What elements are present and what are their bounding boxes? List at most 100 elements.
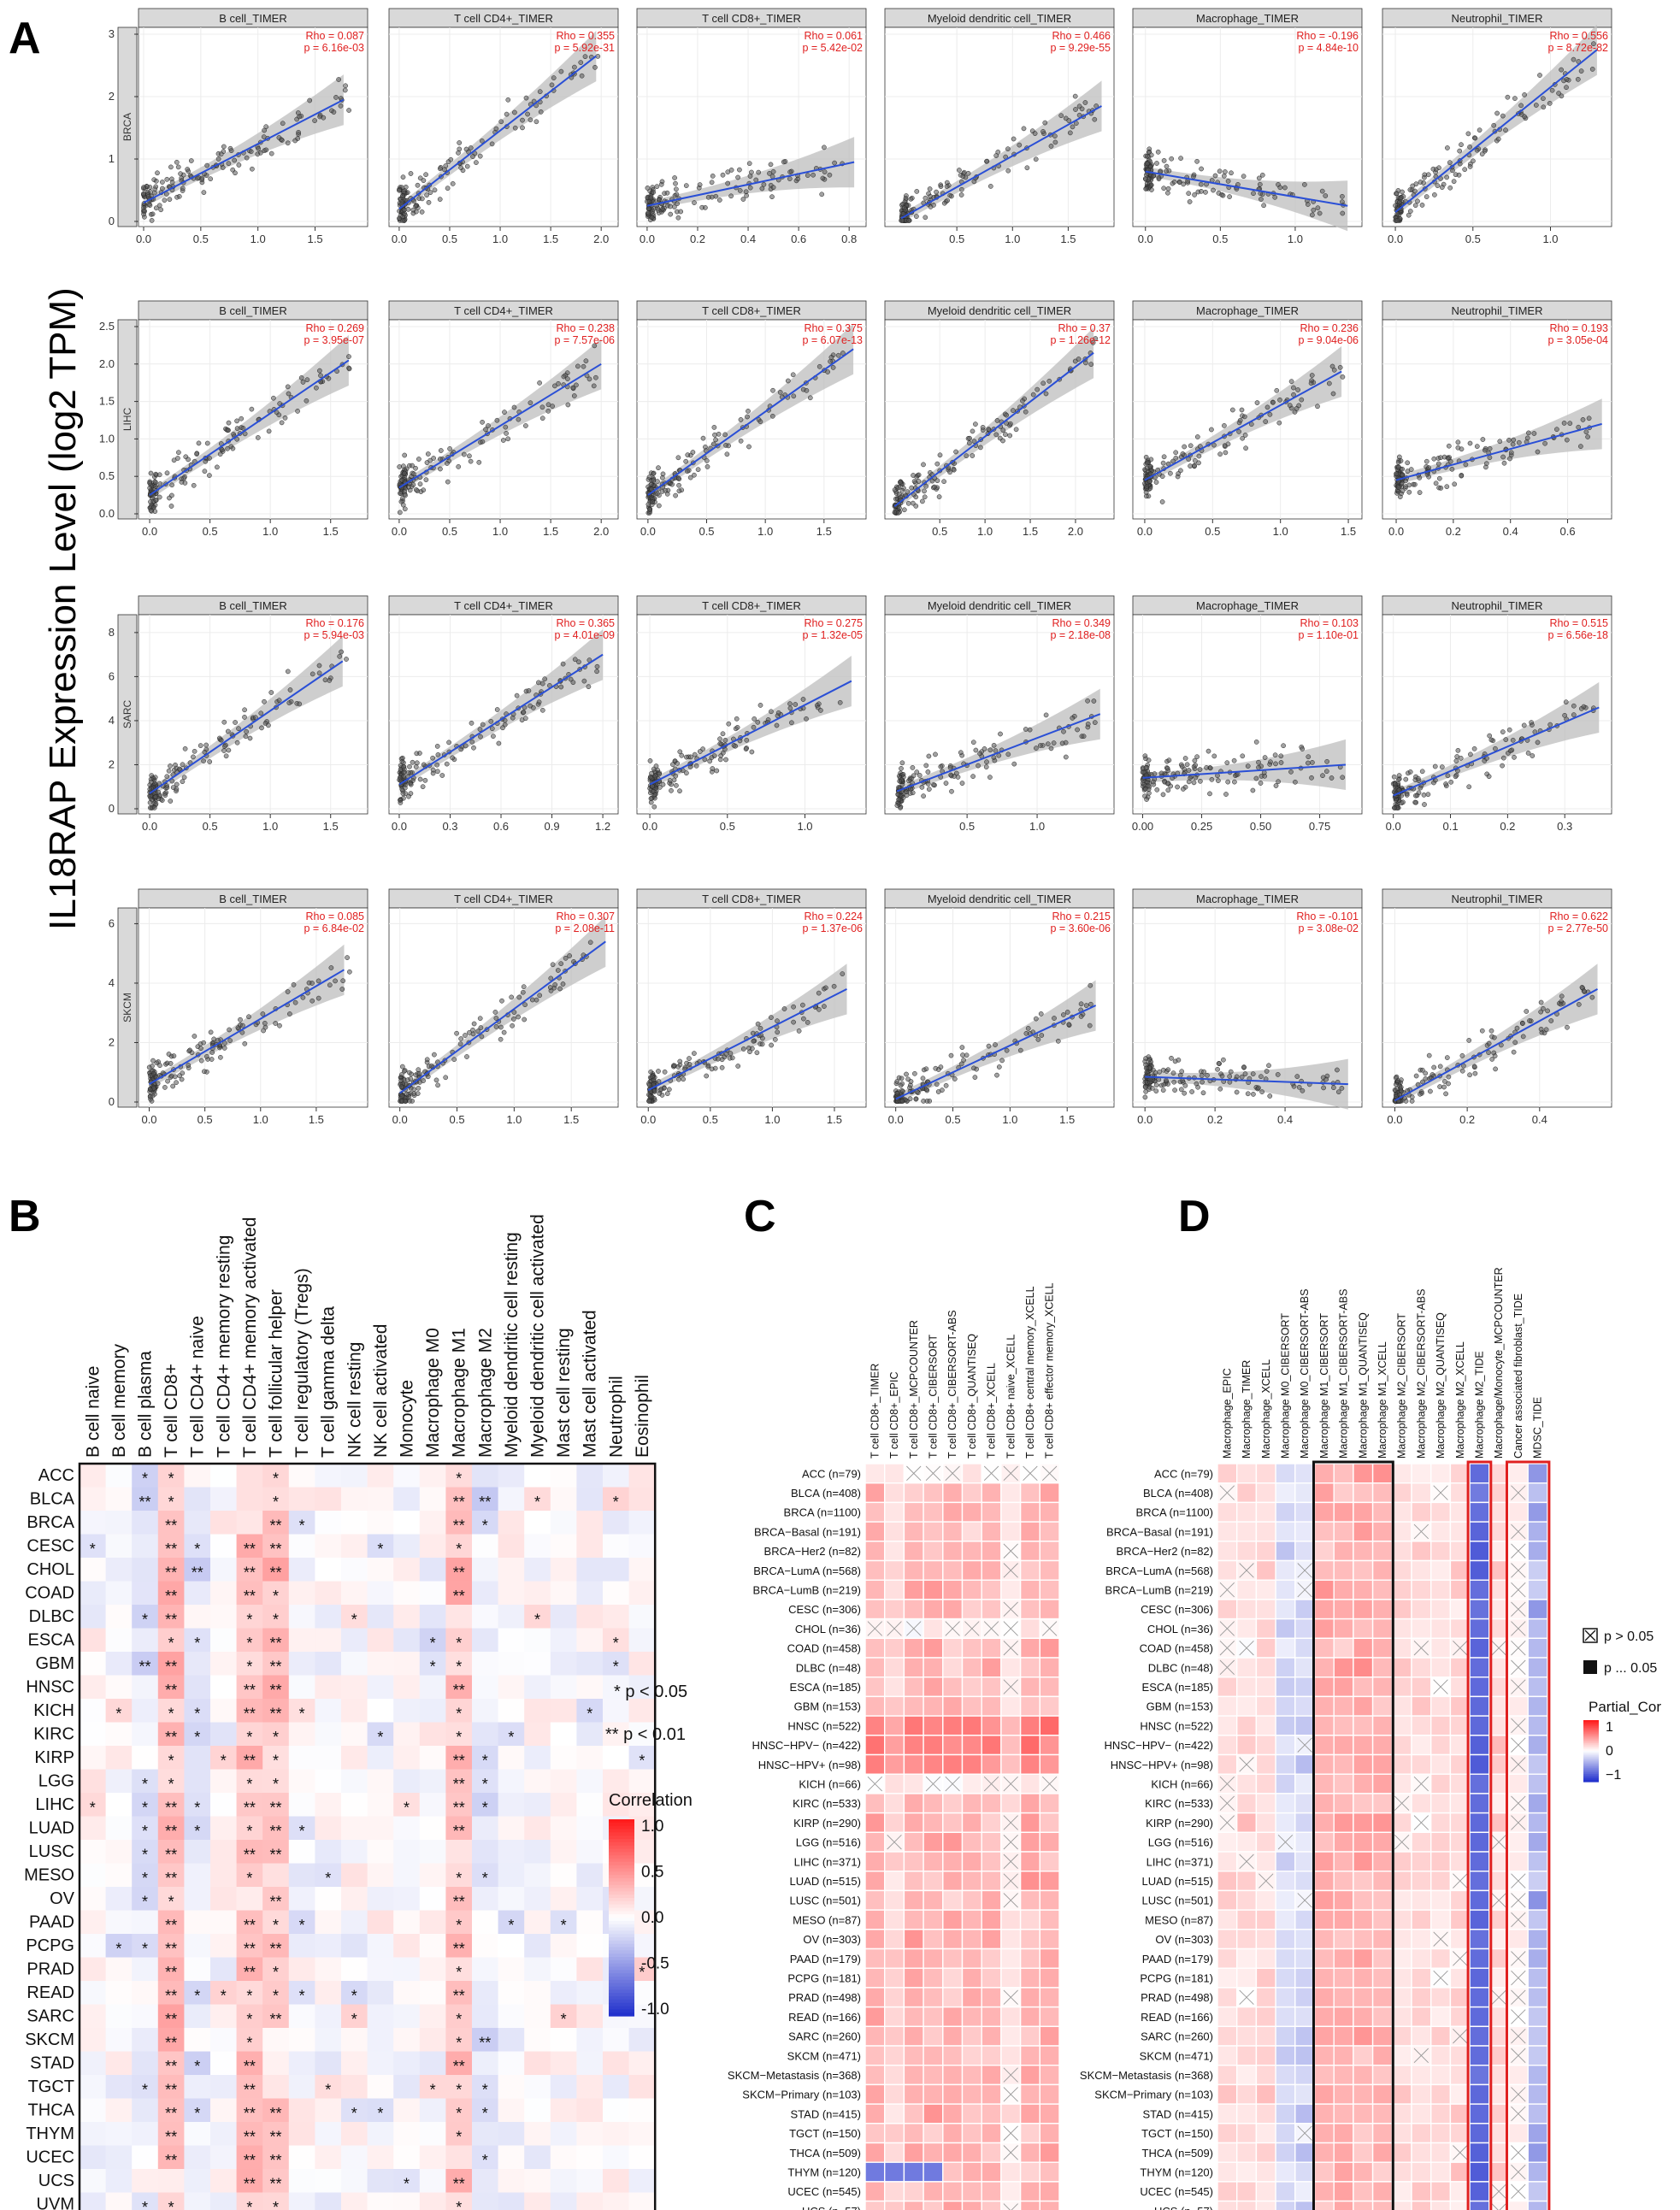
x-tick-label: 1.5 [309, 1113, 324, 1126]
heatmap-cell [550, 1793, 577, 1817]
x-tick-label: 0.9 [545, 820, 560, 833]
scatter-point [992, 757, 998, 763]
scatter-point [175, 164, 181, 170]
scatter-point [902, 205, 907, 210]
scatter-point [947, 765, 953, 770]
scatter-point [486, 423, 491, 428]
scatter-point [1228, 1069, 1234, 1075]
heatmap-cell [315, 1652, 342, 1676]
scatter-point [938, 1064, 944, 1070]
scatter-point [547, 985, 553, 990]
scatter-point [1444, 1055, 1450, 1060]
facet-title: Neutrophil_TIMER [1452, 12, 1543, 25]
scatter-point [221, 719, 227, 725]
y-tick-label: 4 [109, 714, 115, 727]
scatter-point [1142, 786, 1148, 792]
significance-mark: * [168, 1752, 174, 1769]
scatter-point [709, 755, 715, 760]
heatmap-cell [184, 1840, 211, 1864]
heatmap-cell [80, 1464, 106, 1488]
scatter-point [777, 390, 783, 395]
scatter-point [1413, 1073, 1419, 1079]
heatmap-cell [393, 1581, 421, 1606]
scatter-point [1412, 481, 1418, 487]
scatter-point [434, 762, 440, 768]
scatter-point [840, 971, 846, 976]
heatmap-cell [80, 1863, 106, 1888]
heatmap-row-label: BLCA [30, 1489, 75, 1508]
scatter-point [1256, 759, 1261, 765]
scatter-point [709, 180, 715, 186]
heatmap-cell [393, 1652, 421, 1676]
scatter-point [1545, 1008, 1550, 1014]
scatter-point [1005, 146, 1011, 152]
scatter-point [1433, 480, 1439, 486]
scatter-point [1164, 168, 1169, 174]
p-label: p = 2.08e-11 [555, 922, 615, 934]
panel-letter-a: A [9, 14, 41, 63]
scatter-point [656, 503, 662, 509]
scatter-point [1586, 415, 1592, 421]
scatter-point [169, 492, 174, 498]
scatter-point [1165, 186, 1171, 192]
scatter-point [1250, 787, 1256, 793]
significance-mark: * [456, 2011, 462, 2028]
scatter-point [896, 797, 902, 802]
scatter-point [152, 484, 158, 489]
scatter-point [312, 118, 317, 123]
scatter-point [451, 1057, 457, 1063]
scatter-point [1394, 191, 1400, 197]
rho-label: Rho = -0.196 [1296, 30, 1359, 42]
scatter-point [156, 494, 162, 500]
heatmap-cell [393, 1558, 421, 1582]
heatmap-cell [524, 1863, 551, 1888]
scatter-point [1142, 1058, 1148, 1064]
significance-mark: ** [165, 1823, 177, 1840]
scatter-point [998, 731, 1003, 737]
scatter-point [947, 192, 953, 198]
scatter-point [1235, 771, 1241, 777]
scatter-point [1580, 417, 1586, 422]
facet-title: T cell CD4+_TIMER [454, 599, 553, 612]
x-tick-label: 1.0 [757, 525, 773, 538]
significance-mark: ** [165, 1964, 177, 1981]
scatter-point [1274, 387, 1280, 393]
scatter-point [710, 174, 716, 179]
scatter-point [315, 978, 321, 984]
heatmap-cell [472, 1652, 498, 1676]
scatter-point [720, 172, 726, 178]
significance-mark: ** [269, 1564, 281, 1581]
scatter-point [1418, 1091, 1423, 1097]
scatter-point [204, 440, 210, 446]
scatter-point [226, 420, 232, 426]
scatter-point [1072, 93, 1078, 99]
scatter-point [420, 784, 426, 790]
scatter-point [645, 186, 651, 191]
heatmap-cell [341, 1746, 368, 1770]
scatter-point [411, 1091, 417, 1096]
scatter-point [1205, 748, 1211, 754]
heatmap-cell [315, 1511, 342, 1535]
scatter-point [1391, 774, 1397, 780]
scatter-point [180, 186, 186, 192]
scatter-point [1405, 469, 1411, 474]
heatmap-cell [315, 1746, 342, 1770]
x-tick-label: 0.5 [932, 525, 947, 538]
scatter-point [1549, 87, 1555, 93]
scatter-point [940, 1087, 945, 1093]
heatmap-cell [498, 1511, 525, 1535]
scatter-point [1542, 440, 1547, 446]
scatter-point [805, 173, 811, 178]
scatter-point [1067, 130, 1073, 136]
heatmap-cell [132, 1699, 159, 1723]
scatter-point [1405, 460, 1411, 466]
scatter-point [1171, 179, 1177, 185]
heatmap-cell [210, 1793, 237, 1817]
scatter-point [450, 181, 456, 186]
scatter-point [1142, 753, 1148, 759]
scatter-point [1278, 760, 1284, 765]
scatter-point [1259, 1089, 1264, 1094]
significance-mark: * [325, 1870, 331, 1887]
